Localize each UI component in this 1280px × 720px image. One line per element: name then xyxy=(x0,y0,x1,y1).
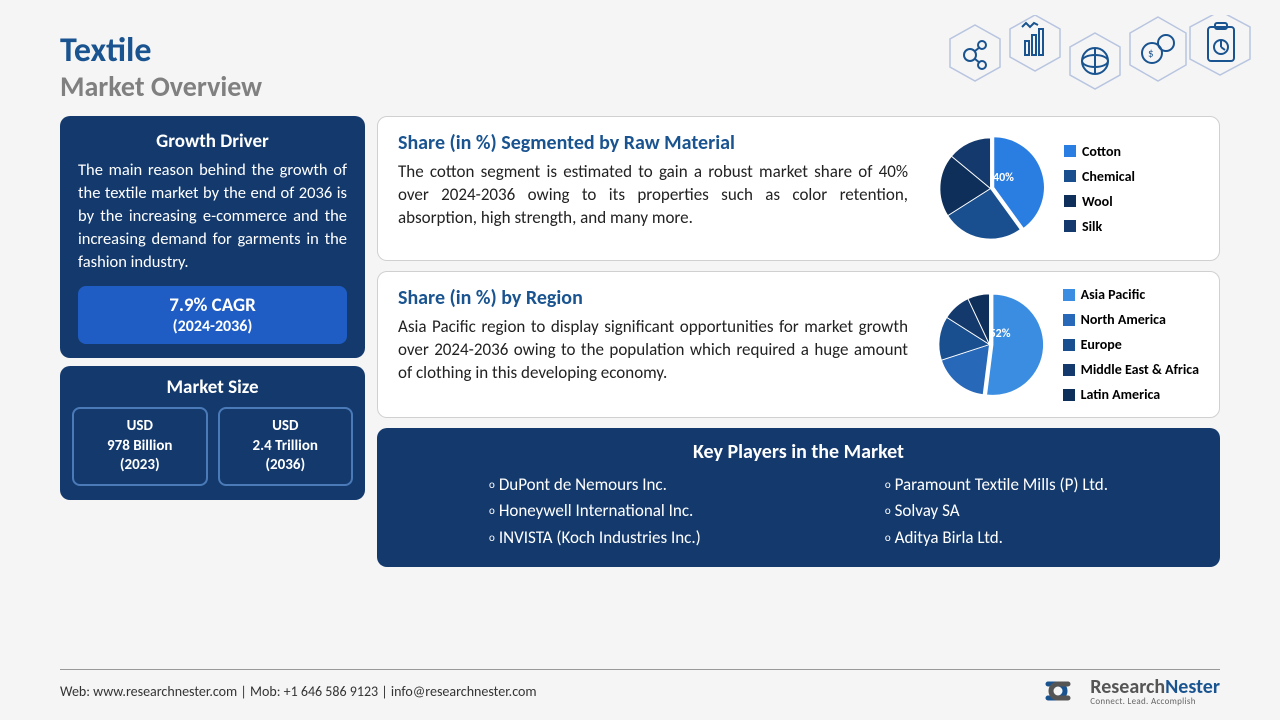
market-size-title: Market Size xyxy=(72,376,353,399)
key-players-col1: DuPont de Nemours Inc.Honeywell Internat… xyxy=(489,472,701,551)
right-column: Share (in %) Segmented by Raw Material T… xyxy=(377,116,1220,567)
legend-item: Chemical xyxy=(1064,168,1199,185)
legend-item: Cotton xyxy=(1064,143,1199,160)
legend-label: Cotton xyxy=(1082,143,1121,160)
key-player-item: Aditya Birla Ltd. xyxy=(885,525,1108,551)
legend-item: Latin America xyxy=(1063,386,1199,403)
growth-driver-body: The main reason behind the growth of the… xyxy=(78,159,347,274)
key-players-col2: Paramount Textile Mills (P) Ltd.Solvay S… xyxy=(885,472,1108,551)
key-player-item: Solvay SA xyxy=(885,498,1108,524)
legend-label: Silk xyxy=(1082,218,1102,235)
region-pie-chart: 52% xyxy=(932,287,1047,402)
cagr-value: 7.9% CAGR xyxy=(86,294,339,317)
legend-swatch xyxy=(1063,389,1075,401)
footer: Web: www.researchnester.com | Mob: +1 64… xyxy=(60,669,1220,706)
legend-swatch xyxy=(1064,145,1076,157)
svg-text:$: $ xyxy=(1148,47,1154,60)
legend-swatch xyxy=(1063,339,1075,351)
market-size-2023: USD 978 Billion (2023) xyxy=(72,407,208,486)
region-legend: Asia Pacific North America Europe Middle Ea… xyxy=(1063,286,1199,403)
region-body: Asia Pacific region to display significa… xyxy=(398,316,908,385)
legend-item: Middle East & Africa xyxy=(1063,361,1199,378)
growth-driver-title: Growth Driver xyxy=(78,130,347,153)
legend-item: North America xyxy=(1063,311,1199,328)
legend-label: Chemical xyxy=(1082,168,1135,185)
legend-swatch xyxy=(1064,195,1076,207)
chain-link-icon xyxy=(1034,676,1082,706)
brand-logo: ResearchNester Connect. Lead. Accomplish xyxy=(1034,676,1220,706)
legend-label: Latin America xyxy=(1081,386,1161,403)
raw-material-pie-chart: 40% xyxy=(933,131,1048,246)
legend-swatch xyxy=(1063,364,1075,376)
region-title: Share (in %) by Region xyxy=(398,286,918,310)
key-player-item: Paramount Textile Mills (P) Ltd. xyxy=(885,472,1108,498)
legend-swatch xyxy=(1063,314,1075,326)
legend-item: Wool xyxy=(1064,193,1199,210)
brand-name: ResearchNester xyxy=(1090,677,1220,697)
legend-item: Asia Pacific xyxy=(1063,286,1199,303)
legend-swatch xyxy=(1063,289,1075,301)
footer-contact: Web: www.researchnester.com | Mob: +1 64… xyxy=(60,683,537,700)
legend-label: Middle East & Africa xyxy=(1081,361,1199,378)
key-player-item: INVISTA (Koch Industries Inc.) xyxy=(489,525,701,551)
left-column: Growth Driver The main reason behind the… xyxy=(60,116,365,567)
legend-label: Europe xyxy=(1081,336,1122,353)
legend-label: Asia Pacific xyxy=(1081,286,1146,303)
key-players-title: Key Players in the Market xyxy=(397,440,1200,464)
legend-swatch xyxy=(1064,170,1076,182)
legend-swatch xyxy=(1064,220,1076,232)
header-hex-icons: $ xyxy=(940,15,1260,107)
raw-material-title: Share (in %) Segmented by Raw Material xyxy=(398,131,919,155)
legend-label: Wool xyxy=(1082,193,1113,210)
market-size-2036: USD 2.4 Trillion (2036) xyxy=(218,407,354,486)
cagr-period: (2024-2036) xyxy=(86,317,339,336)
raw-material-body: The cotton segment is estimated to gain … xyxy=(398,161,908,230)
key-player-item: DuPont de Nemours Inc. xyxy=(489,472,701,498)
region-card: Share (in %) by Region Asia Pacific regi… xyxy=(377,271,1220,418)
legend-item: Europe xyxy=(1063,336,1199,353)
cagr-box: 7.9% CAGR (2024-2036) xyxy=(78,286,347,344)
key-player-item: Honeywell International Inc. xyxy=(489,498,701,524)
market-size-card: Market Size USD 978 Billion (2023) USD 2… xyxy=(60,366,365,500)
raw-material-legend: Cotton Chemical Wool Silk xyxy=(1064,143,1199,235)
raw-material-card: Share (in %) Segmented by Raw Material T… xyxy=(377,116,1220,261)
key-players-card: Key Players in the Market DuPont de Nemo… xyxy=(377,428,1220,567)
legend-item: Silk xyxy=(1064,218,1199,235)
growth-driver-card: Growth Driver The main reason behind the… xyxy=(60,116,365,358)
legend-label: North America xyxy=(1081,311,1166,328)
main-content: Growth Driver The main reason behind the… xyxy=(0,104,1280,567)
